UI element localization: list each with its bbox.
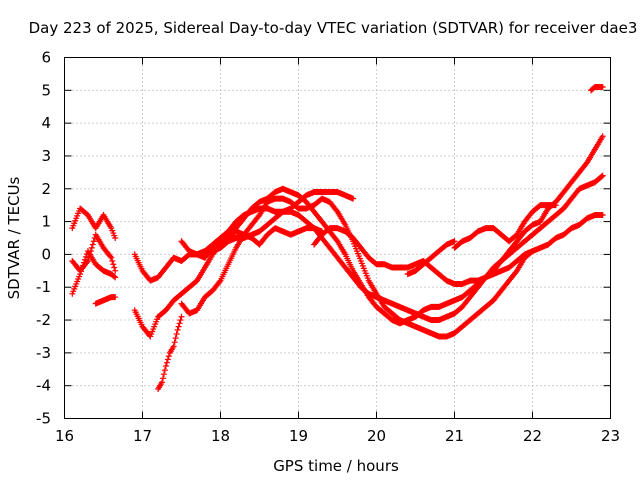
data-point xyxy=(111,264,118,271)
data-point xyxy=(175,323,182,330)
data-point xyxy=(176,320,183,327)
y-tick-label: -4 xyxy=(36,377,51,395)
data-point xyxy=(112,235,119,241)
data-point xyxy=(112,267,119,274)
data-point xyxy=(82,253,89,260)
data-point xyxy=(216,278,223,285)
series-track-12 xyxy=(404,238,458,278)
data-point xyxy=(552,202,559,209)
y-tick-label: 6 xyxy=(41,49,51,67)
series-track-10 xyxy=(178,172,606,324)
data-point xyxy=(165,353,172,360)
data-point xyxy=(110,261,117,268)
y-tick-labels: -5 -4 -3 -2 -1 0 1 2 3 4 5 6 xyxy=(36,49,51,428)
y-axis-label: SDTVAR / TECUs xyxy=(5,176,23,299)
y-tick-label: 4 xyxy=(41,114,51,132)
data-point xyxy=(599,172,606,179)
data-point xyxy=(173,330,180,337)
data-point xyxy=(111,273,118,280)
y-tick-label: 2 xyxy=(41,180,51,198)
series-track-8 xyxy=(178,195,536,340)
data-point xyxy=(177,317,184,324)
data-point xyxy=(85,254,92,261)
data-point xyxy=(90,238,97,245)
x-axis-label: GPS time / hours xyxy=(273,457,399,475)
series-track-13 xyxy=(451,202,559,251)
data-point xyxy=(112,274,119,281)
data-point xyxy=(159,379,165,386)
data-point xyxy=(107,253,114,260)
data-point xyxy=(350,195,357,202)
series-track-11 xyxy=(311,212,606,287)
y-tick-label: 5 xyxy=(41,81,51,99)
data-point xyxy=(172,335,179,342)
series-track-3 xyxy=(69,231,119,274)
data-point xyxy=(164,356,171,363)
series-track-14 xyxy=(588,84,606,94)
data-point xyxy=(86,251,93,258)
y-tick-label: -1 xyxy=(36,278,51,296)
data-point xyxy=(599,133,606,140)
data-point xyxy=(163,359,170,366)
data-point xyxy=(170,343,177,350)
data-point xyxy=(451,238,458,245)
plot-frame xyxy=(64,57,611,419)
data-point xyxy=(178,313,185,320)
data-point xyxy=(598,173,605,180)
y-tick-label: 1 xyxy=(41,213,51,231)
y-tick-label: -5 xyxy=(36,410,51,428)
data-point xyxy=(162,362,169,369)
data-point xyxy=(599,84,606,91)
data-point xyxy=(171,339,178,346)
x-tick-label: 21 xyxy=(445,427,464,445)
x-tick-label: 23 xyxy=(601,427,620,445)
data-points xyxy=(69,84,606,392)
chart-title: Day 223 of 2025, Sidereal Day-to-day VTE… xyxy=(29,19,638,37)
data-point xyxy=(160,371,167,378)
data-point xyxy=(84,257,91,264)
data-point xyxy=(109,257,116,264)
data-point xyxy=(174,326,181,333)
series-track-4 xyxy=(92,294,119,307)
series-track-7 xyxy=(155,313,185,392)
x-tick-labels: 16 17 18 19 20 21 22 23 xyxy=(55,427,620,445)
y-tick-label: 3 xyxy=(41,147,51,165)
x-tick-label: 19 xyxy=(289,427,308,445)
y-tick-label: -3 xyxy=(36,344,51,362)
data-point xyxy=(88,244,95,251)
series-track-1 xyxy=(69,205,119,241)
x-tick-label: 16 xyxy=(55,427,74,445)
grid-lines xyxy=(64,57,611,419)
y-tick-label: 0 xyxy=(41,245,51,263)
data-point xyxy=(159,375,166,382)
data-point xyxy=(108,254,115,261)
x-tick-label: 20 xyxy=(367,427,386,445)
data-point xyxy=(112,294,119,301)
data-point xyxy=(599,212,606,219)
y-tick-label: -2 xyxy=(36,311,51,329)
data-point xyxy=(161,367,168,374)
data-point xyxy=(83,259,90,266)
x-tick-label: 17 xyxy=(133,427,152,445)
data-point xyxy=(89,241,96,248)
x-tick-label: 22 xyxy=(523,427,542,445)
x-tick-label: 18 xyxy=(211,427,230,445)
data-point xyxy=(87,248,94,255)
